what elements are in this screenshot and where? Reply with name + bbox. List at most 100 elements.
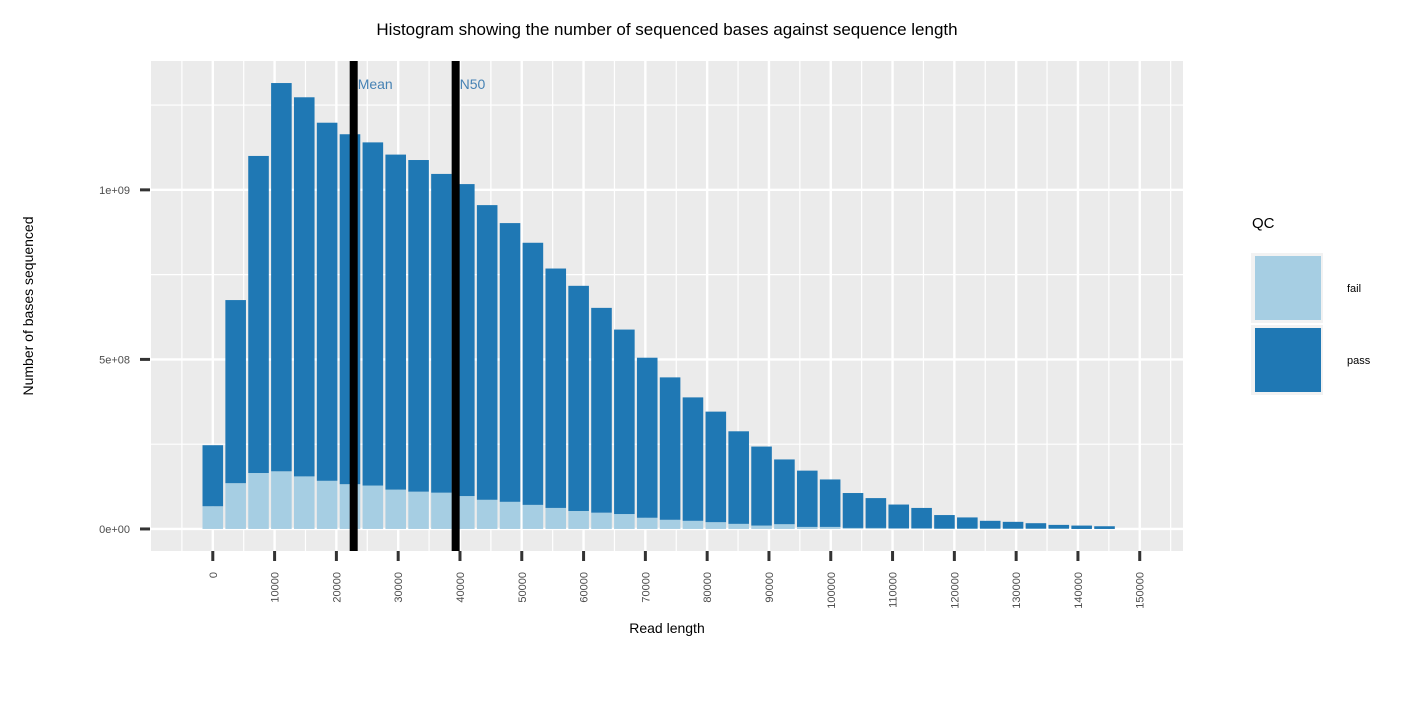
bar-pass — [614, 330, 635, 514]
bar-pass — [431, 174, 452, 493]
chart-title: Histogram showing the number of sequence… — [376, 20, 957, 39]
bar-pass — [774, 459, 795, 524]
x-axis-title: Read length — [629, 620, 705, 636]
bar-pass — [225, 300, 246, 483]
bar-pass — [888, 505, 909, 529]
bar-pass — [957, 517, 978, 528]
y-axis-title: Number of bases sequenced — [20, 217, 36, 396]
bar-fail — [248, 473, 269, 529]
bar-pass — [706, 412, 727, 523]
bar-pass — [1026, 523, 1047, 528]
bar-fail — [797, 527, 818, 529]
bar-pass — [843, 493, 864, 528]
bar-fail — [317, 481, 338, 529]
bar-fail — [203, 506, 224, 529]
x-tick-label: 50000 — [517, 572, 529, 603]
bar-pass — [797, 471, 818, 527]
bar-pass — [363, 142, 384, 485]
bar-fail — [637, 518, 658, 529]
legend-swatch-fail — [1255, 256, 1321, 320]
bar-pass — [545, 269, 566, 508]
bar-pass — [203, 445, 224, 506]
bar-fail — [225, 483, 246, 529]
y-tick-label: 1e+09 — [99, 185, 130, 197]
bar-pass — [1071, 526, 1092, 529]
mean-label: Mean — [358, 76, 393, 92]
bar-fail — [660, 520, 681, 529]
bar-fail — [271, 471, 292, 529]
bar-fail — [683, 521, 704, 529]
x-tick-label: 80000 — [702, 572, 714, 603]
y-tick-label: 5e+08 — [99, 354, 130, 366]
bar-fail — [363, 486, 384, 529]
bar-fail — [614, 514, 635, 529]
bar-pass — [523, 243, 544, 505]
bar-pass — [317, 123, 338, 481]
x-tick-label: 40000 — [455, 572, 467, 603]
bar-pass — [385, 155, 406, 490]
bar-pass — [248, 156, 269, 473]
bar-fail — [477, 500, 498, 529]
bar-fail — [728, 524, 749, 529]
y-tick-label: 0e+00 — [99, 524, 130, 536]
bar-fail — [888, 528, 909, 529]
bar-pass — [1094, 526, 1115, 529]
bar-fail — [866, 528, 887, 529]
bar-pass — [1003, 522, 1024, 529]
bar-fail — [568, 511, 589, 529]
bar-fail — [911, 528, 932, 529]
bar-pass — [408, 160, 429, 492]
bar-pass — [500, 223, 521, 502]
bar-pass — [477, 205, 498, 500]
x-tick-label: 140000 — [1073, 572, 1085, 609]
bar-fail — [591, 513, 612, 529]
x-tick-label: 100000 — [826, 572, 838, 609]
bar-pass — [294, 97, 315, 476]
bar-fail — [820, 527, 841, 529]
bar-pass — [820, 479, 841, 526]
legend-label-fail: fail — [1347, 283, 1361, 295]
x-tick-label: 0 — [208, 572, 220, 578]
bar-fail — [523, 505, 544, 529]
bar-pass — [591, 308, 612, 513]
bar-pass — [934, 515, 955, 529]
bar-fail — [774, 524, 795, 529]
x-tick-label: 120000 — [949, 572, 961, 609]
bar-fail — [431, 493, 452, 529]
y-axis: 0e+00 5e+08 1e+09 — [99, 185, 150, 536]
bar-pass — [637, 358, 658, 518]
x-tick-label: 110000 — [888, 572, 900, 608]
x-tick-label: 10000 — [270, 572, 282, 603]
x-tick-label: 130000 — [1011, 572, 1023, 609]
bar-fail — [408, 492, 429, 529]
bar-pass — [728, 431, 749, 524]
bar-fail — [843, 528, 864, 529]
bar-pass — [751, 447, 772, 526]
bar-fail — [294, 476, 315, 529]
n50-label: N50 — [460, 76, 486, 92]
x-tick-label: 30000 — [393, 572, 405, 603]
bar-pass — [683, 397, 704, 520]
x-tick-label: 20000 — [331, 572, 343, 603]
bar-fail — [545, 508, 566, 529]
bar-pass — [911, 508, 932, 528]
bar-pass — [271, 83, 292, 471]
x-tick-label: 70000 — [640, 572, 652, 603]
x-tick-label: 60000 — [579, 572, 591, 603]
bar-pass — [1049, 525, 1070, 529]
bar-pass — [866, 498, 887, 528]
legend-swatch-pass — [1255, 328, 1321, 392]
legend-title: QC — [1252, 215, 1275, 232]
bar-fail — [500, 502, 521, 529]
x-tick-label: 150000 — [1135, 572, 1147, 609]
bar-fail — [751, 526, 772, 529]
bar-fail — [385, 490, 406, 529]
legend: QC fail pass — [1251, 215, 1371, 395]
bar-pass — [660, 377, 681, 519]
bar-pass — [568, 286, 589, 511]
x-tick-label: 90000 — [764, 572, 776, 603]
bar-pass — [980, 521, 1001, 529]
legend-label-pass: pass — [1347, 355, 1371, 367]
x-axis: 0 10000 20000 30000 40000 50000 60000 70000 8000… — [208, 551, 1147, 609]
